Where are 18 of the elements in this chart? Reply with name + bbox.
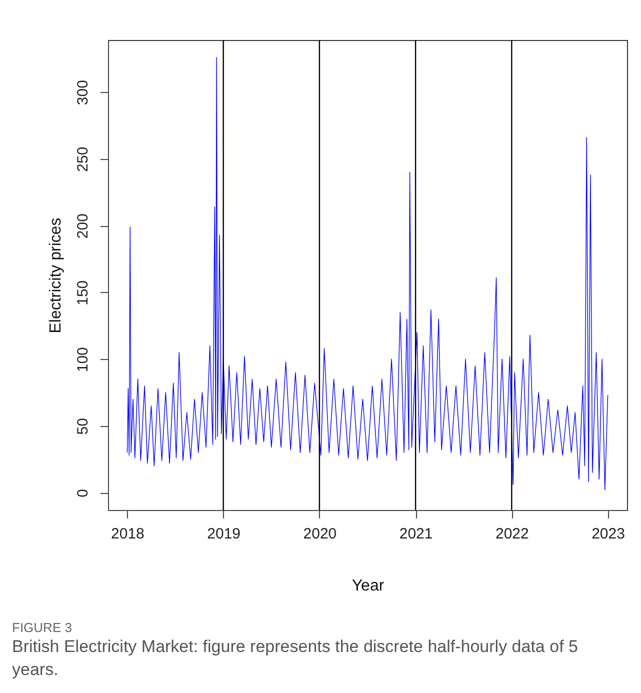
caption: FIGURE 3 [12, 620, 73, 635]
y-tick-label: 300 [74, 80, 92, 106]
x-tick-label: 2020 [303, 526, 337, 542]
y-tick-label: 50 [74, 418, 92, 435]
x-tick-label: 2018 [111, 526, 144, 542]
y-tick-label: 250 [74, 146, 92, 172]
text: British Electricity Market: figure represents the discrete half-hourly data of 5 years. [12, 636, 579, 681]
y-axis-title: Electricity prices [48, 218, 64, 334]
y-tick-label: 200 [74, 214, 92, 239]
y-tick-label: 0 [74, 488, 92, 498]
line-series [126, 57, 608, 490]
y-tick-label: 100 [74, 347, 92, 372]
x-tick-label: 2023 [592, 526, 625, 542]
x-tick-label: 2019 [207, 526, 241, 542]
x-axis-title: Year [352, 578, 385, 594]
x-tick-label: 2021 [399, 526, 433, 542]
x-tick-label: 2022 [495, 526, 529, 542]
y-tick-label: 150 [74, 280, 92, 306]
